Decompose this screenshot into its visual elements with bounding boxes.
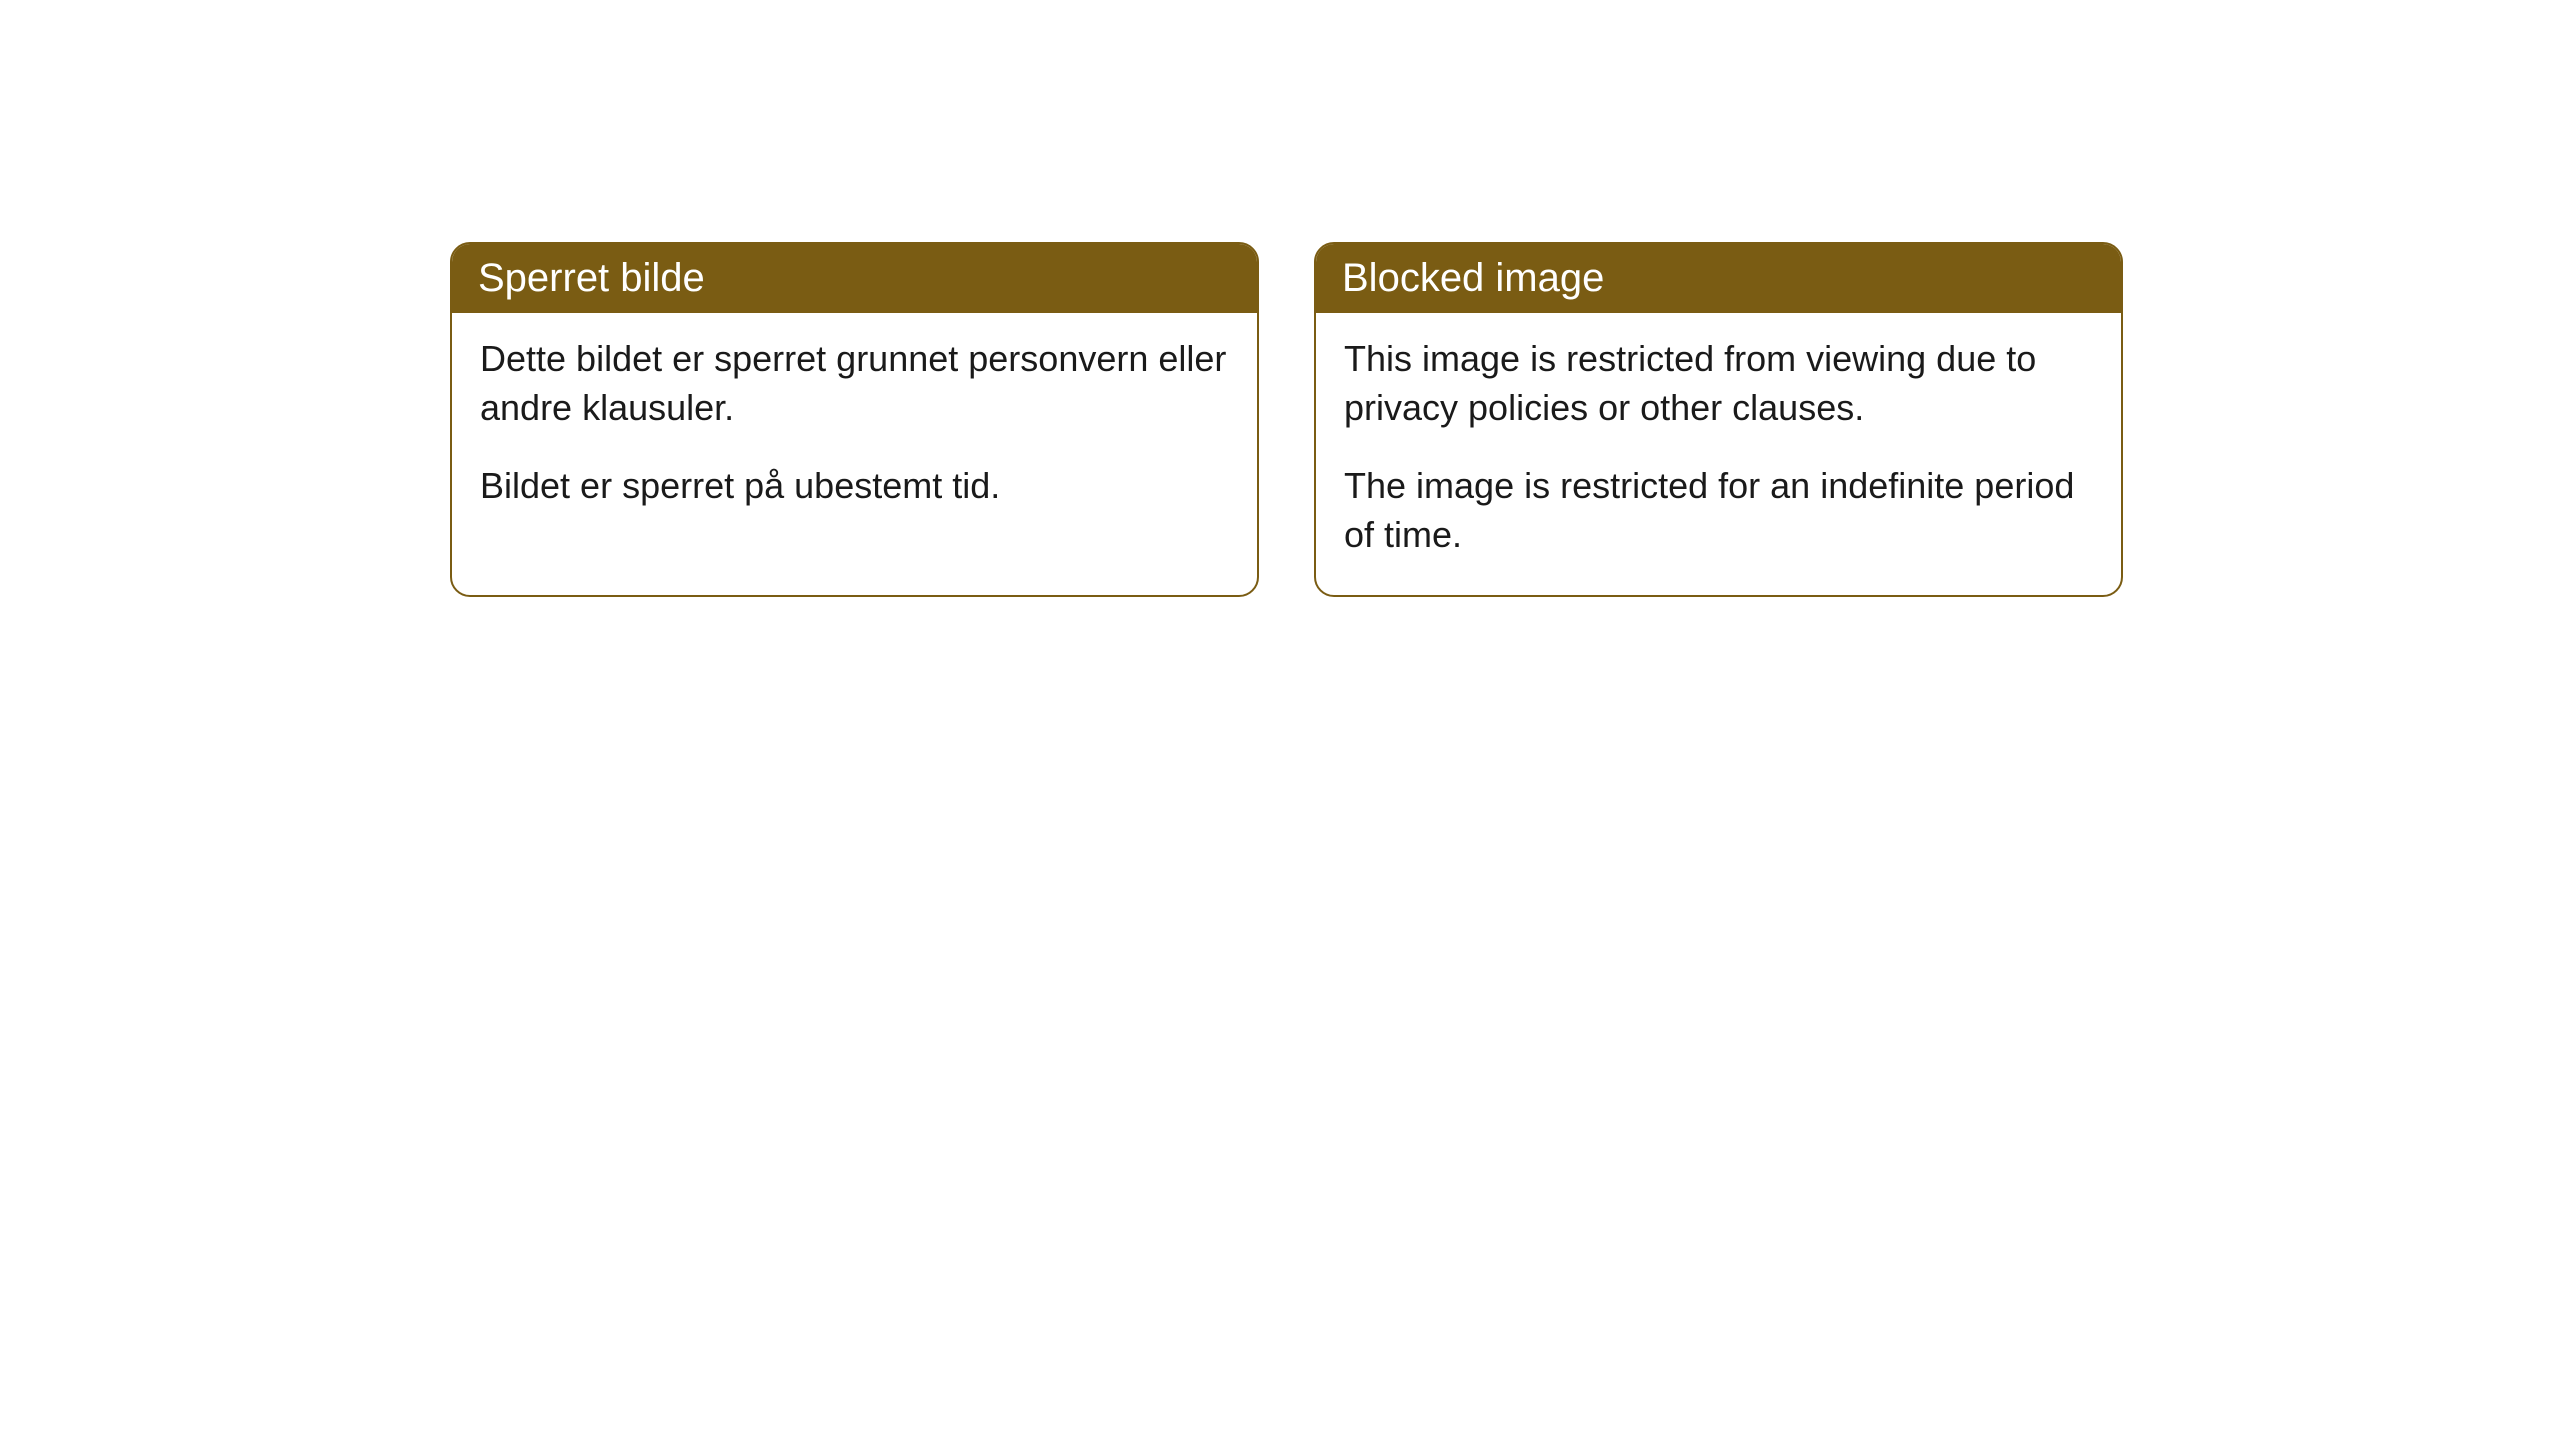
blocked-image-card-norwegian: Sperret bilde Dette bildet er sperret gr… (450, 242, 1259, 597)
card-title: Sperret bilde (478, 256, 705, 300)
card-paragraph-2: The image is restricted for an indefinit… (1344, 462, 2093, 559)
notice-cards-container: Sperret bilde Dette bildet er sperret gr… (450, 242, 2123, 597)
card-body: This image is restricted from viewing du… (1316, 313, 2121, 595)
card-header: Sperret bilde (452, 244, 1257, 313)
card-title: Blocked image (1342, 256, 1604, 300)
blocked-image-card-english: Blocked image This image is restricted f… (1314, 242, 2123, 597)
card-paragraph-1: Dette bildet er sperret grunnet personve… (480, 335, 1229, 432)
card-header: Blocked image (1316, 244, 2121, 313)
card-body: Dette bildet er sperret grunnet personve… (452, 313, 1257, 547)
card-paragraph-1: This image is restricted from viewing du… (1344, 335, 2093, 432)
card-paragraph-2: Bildet er sperret på ubestemt tid. (480, 462, 1229, 511)
